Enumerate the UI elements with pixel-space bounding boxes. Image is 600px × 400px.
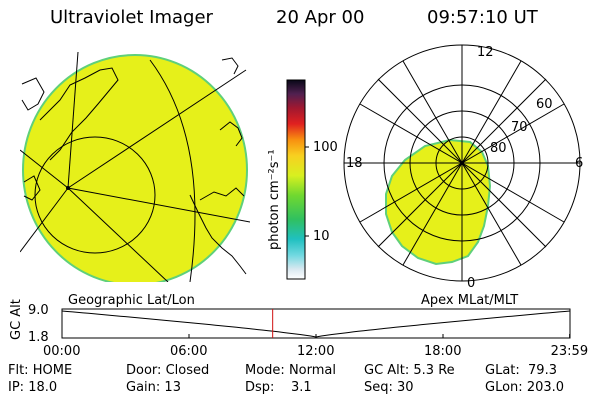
geographic-pole <box>66 186 70 190</box>
status-gain-label: Gain: <box>126 380 161 395</box>
status-glon: GLon: 203.0 <box>485 381 564 395</box>
timeline-y-bottom: 1.8 <box>28 330 49 345</box>
auroral-oval <box>385 138 492 266</box>
geographic-map <box>20 52 250 282</box>
meridian-line <box>67 187 169 282</box>
status-glon-value: 203.0 <box>526 380 565 395</box>
status-glon-label: GLon: <box>485 380 523 395</box>
status-flt-value: HOME <box>32 363 73 378</box>
orbit-altitude-plot <box>61 308 571 339</box>
status-gain-value: 13 <box>164 380 181 395</box>
latitude-arc <box>149 59 196 282</box>
mlat-label-70: 70 <box>511 120 528 135</box>
timeline-ylabel: GC Alt <box>9 299 24 340</box>
coastline <box>221 57 239 75</box>
mlt-label-18: 18 <box>346 156 363 171</box>
timeline-y-top: 9.0 <box>28 303 49 318</box>
status-door: Door: Closed <box>126 364 209 378</box>
timeline-tick-label: 00:00 <box>43 344 81 359</box>
observation-date: 20 Apr 00 <box>276 7 365 28</box>
timeline-tick-label: 23:59 <box>550 344 589 359</box>
geographic-emission-region <box>22 54 248 282</box>
colorbar-label-10: 10 <box>313 229 330 244</box>
status-glat-label: GLat: <box>485 363 520 378</box>
status-gcalt: GC Alt: 5.3 Re <box>364 364 455 378</box>
colorbar-gradient <box>286 79 306 280</box>
status-ip-value: 18.0 <box>28 380 58 395</box>
coastline <box>219 121 243 147</box>
mlat-label-60: 60 <box>536 97 553 112</box>
status-ip: IP: 18.0 <box>8 381 57 395</box>
mlat-label-80: 80 <box>490 141 507 156</box>
mlt-label-6: 6 <box>575 156 584 171</box>
coastline <box>189 194 247 275</box>
meridian-line <box>20 187 69 253</box>
instrument-title: Ultraviolet Imager <box>50 7 213 28</box>
status-dsp: Dsp: 3.1 <box>245 381 312 395</box>
status-ip-label: IP: <box>8 380 25 395</box>
mlt-label-0: 0 <box>467 276 476 291</box>
status-seq: Seq: 30 <box>364 381 414 395</box>
status-flt: Flt: HOME <box>8 364 72 378</box>
status-door-label: Door: <box>126 363 162 378</box>
status-mode-label: Mode: <box>245 363 285 378</box>
mlt-spoke <box>359 103 565 223</box>
status-seq-label: Seq: <box>364 380 393 395</box>
timeline-tick-label: 06:00 <box>170 344 208 359</box>
timeline-tick-label: 12:00 <box>297 344 335 359</box>
colorbar-unit-label: photon cm⁻²s⁻¹ <box>267 149 282 250</box>
status-gcalt-value: 5.3 Re <box>413 363 455 378</box>
coastline <box>199 187 245 201</box>
status-gcalt-label: GC Alt: <box>364 363 410 378</box>
coastline <box>21 77 45 111</box>
timeline-frame <box>61 308 571 339</box>
altitude-curve <box>61 310 571 338</box>
status-door-value: Closed <box>165 363 210 378</box>
coastline <box>23 175 41 201</box>
meridian-line <box>67 52 79 189</box>
status-mode: Mode: Normal <box>245 364 336 378</box>
timeline-tick-label: 18:00 <box>424 344 462 359</box>
status-glat-value: 79.3 <box>528 363 557 378</box>
status-dsp-label: Dsp: <box>245 380 275 395</box>
colorbar-label-100: 100 <box>313 140 338 155</box>
mlt-label-12: 12 <box>477 45 494 60</box>
colorbar <box>286 79 309 280</box>
status-gain: Gain: 13 <box>126 381 181 395</box>
geographic-map-label: Geographic Lat/Lon <box>68 293 195 308</box>
observation-time: 09:57:10 UT <box>427 7 538 28</box>
status-dsp-value: 3.1 <box>290 380 312 395</box>
latitude-circle <box>34 136 156 254</box>
status-seq-value: 30 <box>397 380 414 395</box>
status-glat: GLat: 79.3 <box>485 364 557 378</box>
meridian-line <box>67 69 247 189</box>
polar-plot <box>343 44 581 282</box>
meridian-line <box>67 187 250 223</box>
status-flt-label: Flt: <box>8 363 29 378</box>
status-mode-value: Normal <box>288 363 336 378</box>
apex-map-label: Apex MLat/MLT <box>421 293 519 308</box>
meridian-line <box>20 149 69 189</box>
